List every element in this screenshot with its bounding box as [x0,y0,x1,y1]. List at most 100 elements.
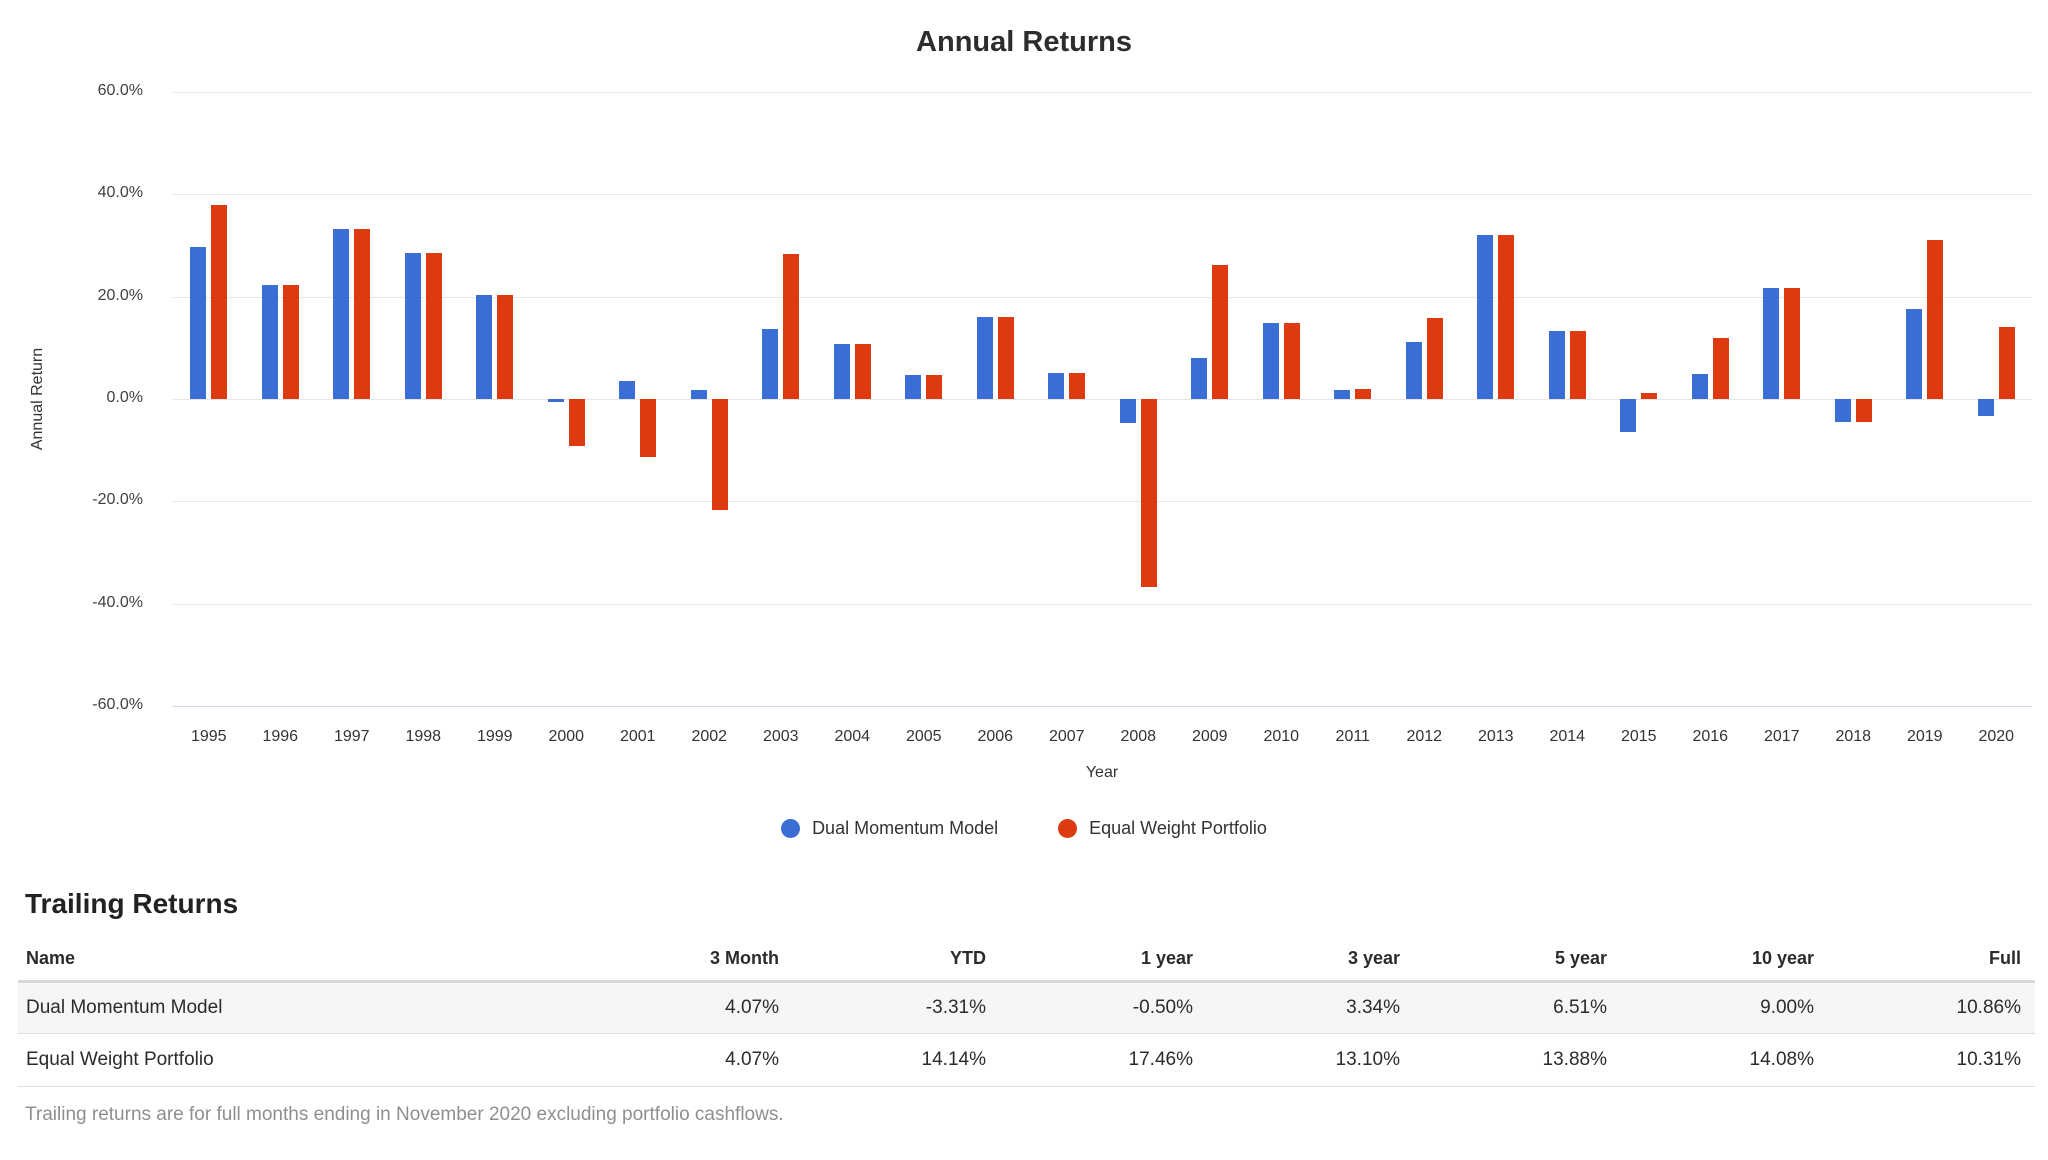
bar-2002-equal-weight[interactable] [711,399,728,510]
table-header-cell: 1 year [1140,947,1193,968]
bar-2013-dual-momentum[interactable] [1477,234,1494,399]
x-tick-label: 1999 [476,728,513,745]
bar-2017-dual-momentum[interactable] [1763,288,1780,399]
x-tick-label: 2001 [619,728,656,745]
y-tick-label: -60.0% [92,696,143,713]
x-tick-label: 2010 [1263,728,1300,745]
bar-2013-equal-weight[interactable] [1498,234,1515,399]
table-cell-value: 13.10% [1335,1049,1400,1070]
table-header-cell: 5 year [1554,947,1607,968]
x-tick-label: 2011 [1335,728,1370,745]
table-row-dual-momentum: Dual Momentum Model 4.07% -3.31% -0.50% 3.34… [18,983,2035,1034]
bar-2010-dual-momentum[interactable] [1262,322,1279,399]
bar-2009-equal-weight[interactable] [1212,265,1229,399]
bar-2020-dual-momentum[interactable] [1977,399,1994,416]
x-tick-label: 2012 [1406,728,1443,745]
trailing-returns-heading: Trailing Returns [25,888,239,919]
bar-1995-equal-weight[interactable] [211,204,228,399]
chart-title: Annual Returns [916,26,1132,58]
bar-2001-dual-momentum[interactable] [619,380,636,399]
table-cell-value: 4.07% [725,1049,779,1070]
bar-2007-dual-momentum[interactable] [1048,373,1065,399]
x-tick-label: 2002 [691,728,728,745]
x-tick-label: 2013 [1477,728,1514,745]
table-header-cell: YTD [950,947,986,968]
chart-legend: Dual Momentum Model Equal Weight Portfoli… [0,818,2048,839]
bar-2008-dual-momentum[interactable] [1119,399,1136,424]
bar-2005-dual-momentum[interactable] [905,375,922,399]
x-tick-label: 2004 [834,728,871,745]
y-tick-label: 20.0% [97,286,143,304]
bar-2006-equal-weight[interactable] [997,317,1014,399]
bar-1995-dual-momentum[interactable] [190,247,207,399]
bar-2006-dual-momentum[interactable] [976,317,993,399]
bar-1999-equal-weight[interactable] [497,295,514,399]
bar-2015-equal-weight[interactable] [1641,392,1658,399]
table-cell-value: 4.07% [725,997,779,1018]
x-tick-label: 2006 [977,728,1014,745]
bar-1996-equal-weight[interactable] [282,284,299,399]
bar-1997-equal-weight[interactable] [354,229,371,399]
bar-2019-dual-momentum[interactable] [1906,308,1923,399]
bar-2014-equal-weight[interactable] [1569,330,1586,399]
bar-2001-equal-weight[interactable] [640,399,657,458]
bar-2003-equal-weight[interactable] [783,254,800,399]
bar-1998-equal-weight[interactable] [425,252,442,399]
table-cell-value: 14.08% [1749,1049,1814,1070]
bar-2015-dual-momentum[interactable] [1620,399,1637,433]
bar-2011-equal-weight[interactable] [1355,388,1372,399]
bar-1998-dual-momentum[interactable] [404,252,421,399]
bar-2011-dual-momentum[interactable] [1334,389,1351,399]
bar-2007-equal-weight[interactable] [1069,373,1086,399]
bar-1999-dual-momentum[interactable] [476,294,493,399]
x-tick-label: 2014 [1549,728,1586,745]
bar-2005-equal-weight[interactable] [926,374,943,399]
bar-2016-dual-momentum[interactable] [1691,374,1708,399]
table-cell-value: 17.46% [1128,1049,1193,1070]
bar-2009-dual-momentum[interactable] [1191,358,1208,399]
bar-2010-equal-weight[interactable] [1283,322,1300,399]
bar-1997-dual-momentum[interactable] [333,228,350,399]
bar-1996-dual-momentum[interactable] [261,284,278,399]
y-tick-label: 40.0% [97,184,143,202]
legend-label: Dual Momentum Model [812,818,999,838]
table-cell-value: 13.88% [1542,1049,1607,1070]
x-tick-label: 2007 [1048,728,1085,745]
grid-line [173,296,2032,298]
bar-2008-equal-weight[interactable] [1140,399,1157,588]
table-cell-value: -3.31% [925,997,986,1018]
legend-item-equal-weight: Equal Weight Portfolio [1058,818,1267,839]
bar-2017-equal-weight[interactable] [1784,288,1801,399]
bar-2016-equal-weight[interactable] [1712,338,1729,399]
y-tick-label: -40.0% [92,593,143,611]
bar-2004-dual-momentum[interactable] [833,344,850,399]
bar-2018-dual-momentum[interactable] [1834,399,1851,422]
grid-line [173,501,2032,503]
grid-line [173,92,2032,93]
table-header-row: Name 3 Month YTD 1 year 3 year 5 year 10 year F… [18,936,2035,983]
table-cell-value: 9.00% [1760,997,1814,1018]
bar-2000-dual-momentum[interactable] [547,399,564,403]
table-cell-value: -0.50% [1132,997,1193,1018]
bar-2004-equal-weight[interactable] [854,344,871,399]
table-footnote: Trailing returns are for full months end… [25,1104,784,1125]
bar-2012-equal-weight[interactable] [1426,318,1443,399]
table-header-cell: 3 Month [710,947,779,968]
bar-2000-equal-weight[interactable] [568,399,585,447]
bar-2018-equal-weight[interactable] [1855,399,1872,422]
legend-label: Equal Weight Portfolio [1089,818,1267,838]
bar-2002-dual-momentum[interactable] [690,390,707,399]
x-tick-label: 1995 [190,728,227,745]
table-cell-value: 3.34% [1346,997,1400,1018]
bar-2003-dual-momentum[interactable] [762,328,779,399]
table-cell-value: 10.31% [1956,1049,2021,1070]
table-header-cell: Name [26,947,76,968]
bar-2019-equal-weight[interactable] [1927,240,1944,399]
bar-2014-dual-momentum[interactable] [1548,330,1565,399]
bar-2020-equal-weight[interactable] [1998,326,2015,399]
x-tick-label: 2020 [1978,728,2015,745]
y-axis-title: Annual Return [29,347,46,451]
y-tick-label: -20.0% [92,491,143,509]
x-axis-title: Year [1085,764,1119,781]
bar-2012-dual-momentum[interactable] [1405,342,1422,399]
